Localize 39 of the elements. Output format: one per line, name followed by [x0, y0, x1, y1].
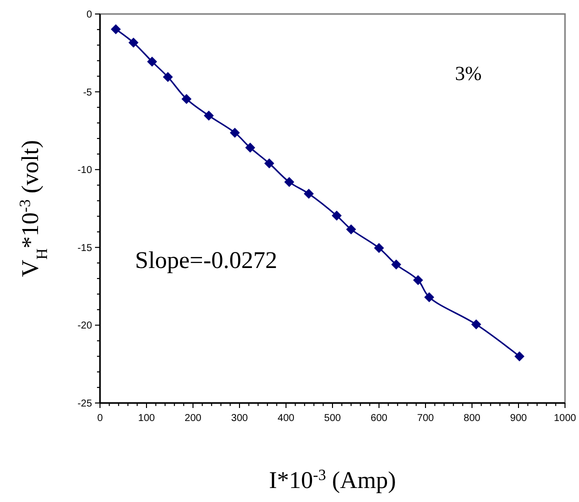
annotation: Slope=-0.0272	[135, 248, 278, 274]
y-tick-label: -25	[78, 398, 92, 410]
point	[391, 260, 402, 270]
x-tick-label: 600	[370, 413, 388, 424]
point	[128, 38, 138, 48]
x-tick-label: 700	[417, 413, 434, 424]
point	[110, 24, 121, 34]
point	[284, 177, 294, 188]
point	[424, 292, 434, 302]
point	[181, 94, 192, 104]
x-tick-label: 1000	[554, 413, 577, 424]
point	[264, 158, 274, 168]
point	[147, 56, 158, 67]
point	[471, 319, 482, 330]
point	[346, 224, 356, 234]
point	[245, 142, 256, 153]
point	[332, 210, 342, 221]
y-tick-label: -15	[78, 242, 92, 254]
x-tick-label: 100	[138, 413, 156, 424]
point	[204, 110, 214, 121]
x-axis-title: I*10$^{-3}$ (Amp)	[269, 466, 396, 494]
x-tick-label: 300	[231, 413, 248, 424]
annotation: 3%	[455, 63, 482, 85]
x-tick-label: 900	[510, 413, 528, 424]
y-tick-label: -5	[83, 87, 92, 98]
x-tick-label: 800	[464, 413, 481, 424]
point	[514, 351, 524, 362]
x-tick-label: 200	[184, 413, 202, 424]
point	[304, 188, 314, 199]
y-tick-label: -20	[78, 320, 92, 332]
point	[374, 243, 384, 254]
y-tick-label: 0	[86, 10, 92, 20]
y-tick-label: -10	[78, 165, 92, 176]
x-tick-label: 400	[278, 413, 295, 424]
point	[230, 128, 240, 138]
point	[413, 275, 424, 286]
point	[162, 72, 173, 82]
x-tick-label: 500	[324, 413, 342, 424]
x-tick-label: 0	[97, 413, 104, 424]
